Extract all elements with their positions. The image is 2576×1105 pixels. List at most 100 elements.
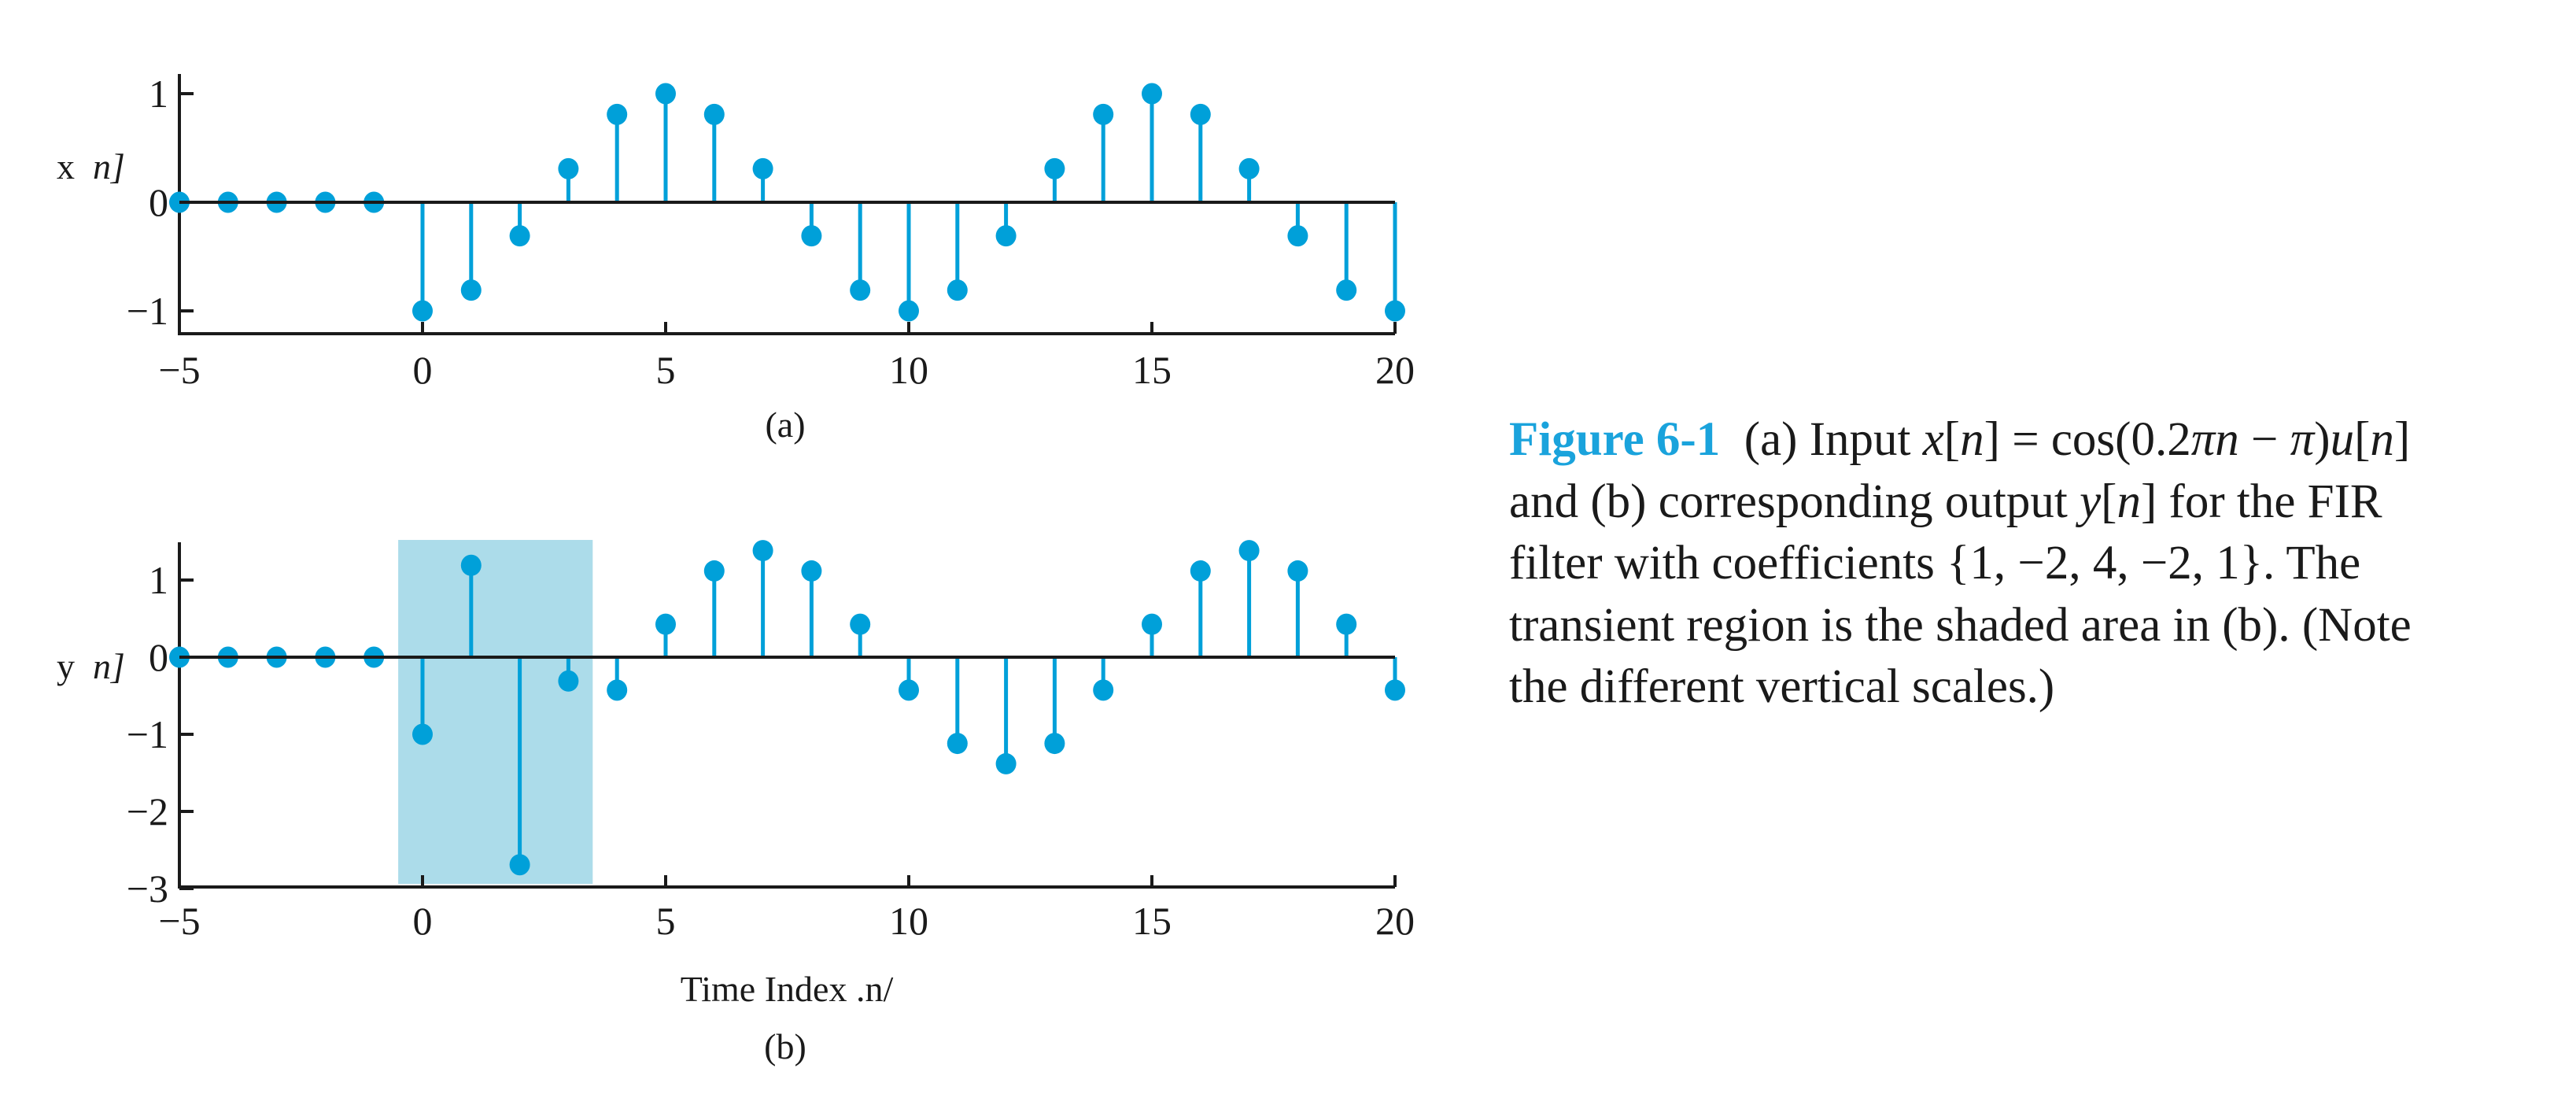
stem-marker (1385, 300, 1405, 322)
caption-text: (a) Input (1720, 413, 1923, 466)
x-tick-label: 10 (889, 899, 928, 943)
caption-line: transient region is the shaded area in (… (1509, 595, 2412, 657)
stem-marker (801, 560, 822, 582)
y-tick-label: −1 (127, 712, 168, 756)
stem-marker (752, 540, 773, 562)
stem-marker (995, 752, 1017, 774)
caption-text: − (2238, 413, 2290, 466)
stem-marker (1044, 157, 1065, 179)
caption-line: the different vertical scales.) (1509, 656, 2412, 719)
stem-marker (850, 613, 871, 635)
caption-text: and (b) corresponding output (1509, 475, 2080, 528)
caption-text: y (2080, 475, 2102, 528)
stem-marker (607, 103, 628, 125)
caption-text: filter with coefficients {1, −2, 4, −2, … (1509, 537, 2361, 589)
y-tick-label: −3 (127, 867, 168, 911)
x-tick-label: 0 (413, 348, 433, 392)
y-tick-label: 0 (149, 180, 168, 224)
y-axis-label-prefix: y (57, 646, 75, 686)
caption-text: x (1922, 413, 1944, 466)
stem-marker (1287, 560, 1308, 582)
caption-text: [ (2101, 475, 2117, 528)
figure-caption: Figure 6-1 (a) Input x[n] = cos(0.2πn − … (1509, 409, 2412, 719)
stem-marker (1142, 83, 1162, 105)
stem-marker (1142, 613, 1162, 635)
transient-shaded-region (398, 540, 593, 885)
panel-label: (a) (765, 405, 805, 445)
stem-marker (850, 279, 871, 301)
x-tick-label: −5 (158, 899, 200, 943)
stem-marker (1190, 560, 1211, 582)
caption-text: ) (2314, 413, 2331, 466)
caption-text: u (2330, 413, 2355, 466)
caption-text: ] = cos(0.2 (1984, 413, 2191, 466)
y-axis-label-var: n] (93, 146, 125, 187)
caption-line: and (b) corresponding output y[n] for th… (1509, 471, 2412, 534)
stem-marker (1093, 679, 1114, 701)
caption-text: ] for the FIR (2140, 475, 2382, 528)
x-tick-label: 15 (1132, 348, 1172, 392)
stem-plot-b: −3 −2 −1 0 1 −5 0 5 10 15 20 y n] Time Index .n/ (b) (57, 540, 1415, 1066)
figure-number: Figure 6-1 (1509, 413, 1721, 466)
stem-marker (509, 854, 530, 876)
stem-marker (1336, 613, 1357, 635)
stem-marker (655, 613, 676, 635)
stem-marker (1238, 540, 1260, 562)
stem-marker (1336, 279, 1357, 301)
stem-marker (947, 279, 968, 301)
stem-marker (1238, 157, 1260, 179)
stem-marker (1044, 733, 1065, 755)
caption-text: n (2117, 475, 2141, 528)
stem-plot-a: −1 0 1 −5 0 5 10 15 20 x n] (a) (57, 72, 1415, 445)
stem-marker (558, 670, 579, 692)
stem-marker (899, 679, 919, 701)
stem-marker (1093, 103, 1114, 125)
caption-text: ] (2393, 413, 2411, 466)
caption-text: πn (2190, 413, 2239, 466)
y-tick-label: 1 (149, 558, 168, 602)
caption-text: π (2290, 413, 2315, 466)
x-tick-label: 0 (413, 899, 433, 943)
y-tick-label: 0 (149, 635, 168, 679)
y-axis-label-var: n] (93, 646, 125, 686)
y-tick-label: 1 (149, 72, 168, 116)
stem-marker (460, 279, 482, 301)
stem-marker (607, 679, 628, 701)
stem-marker (460, 554, 482, 576)
stem-marker (1287, 225, 1308, 247)
stem-marker (801, 225, 822, 247)
caption-text: [ (1943, 413, 1961, 466)
stem-marker (995, 225, 1017, 247)
caption-text: n (2370, 413, 2394, 466)
stem-marker (655, 83, 676, 105)
stem-marker (703, 103, 725, 125)
caption-line: filter with coefficients {1, −2, 4, −2, … (1509, 533, 2412, 595)
stem-marker (558, 157, 579, 179)
caption-text: [ (2354, 413, 2371, 466)
caption-text: n (1960, 413, 1984, 466)
stem-marker (703, 560, 725, 582)
stem-marker (899, 300, 919, 322)
x-tick-label: 20 (1375, 899, 1415, 943)
y-tick-label: −1 (127, 289, 168, 333)
caption-text: the different vertical scales.) (1509, 660, 2055, 713)
panel-label: (b) (764, 1026, 806, 1066)
x-tick-label: −5 (158, 348, 200, 392)
x-tick-label: 15 (1132, 899, 1172, 943)
stem-marker (752, 157, 773, 179)
stem-marker (947, 733, 968, 755)
y-tick-label: −2 (127, 789, 168, 833)
caption-line: Figure 6-1 (a) Input x[n] = cos(0.2πn − … (1509, 409, 2412, 471)
x-axis-label: Time Index .n/ (681, 969, 894, 1009)
stem-marker (509, 225, 530, 247)
y-axis-label-prefix: x (57, 146, 75, 187)
stem-marker (1190, 103, 1211, 125)
caption-text: transient region is the shaded area in (… (1509, 598, 2412, 652)
stem-marker (412, 300, 433, 322)
x-tick-label: 20 (1375, 348, 1415, 392)
stem-marker (412, 723, 433, 745)
stem-marker (1385, 679, 1405, 701)
x-tick-label: 10 (889, 348, 928, 392)
x-tick-label: 5 (656, 899, 676, 943)
